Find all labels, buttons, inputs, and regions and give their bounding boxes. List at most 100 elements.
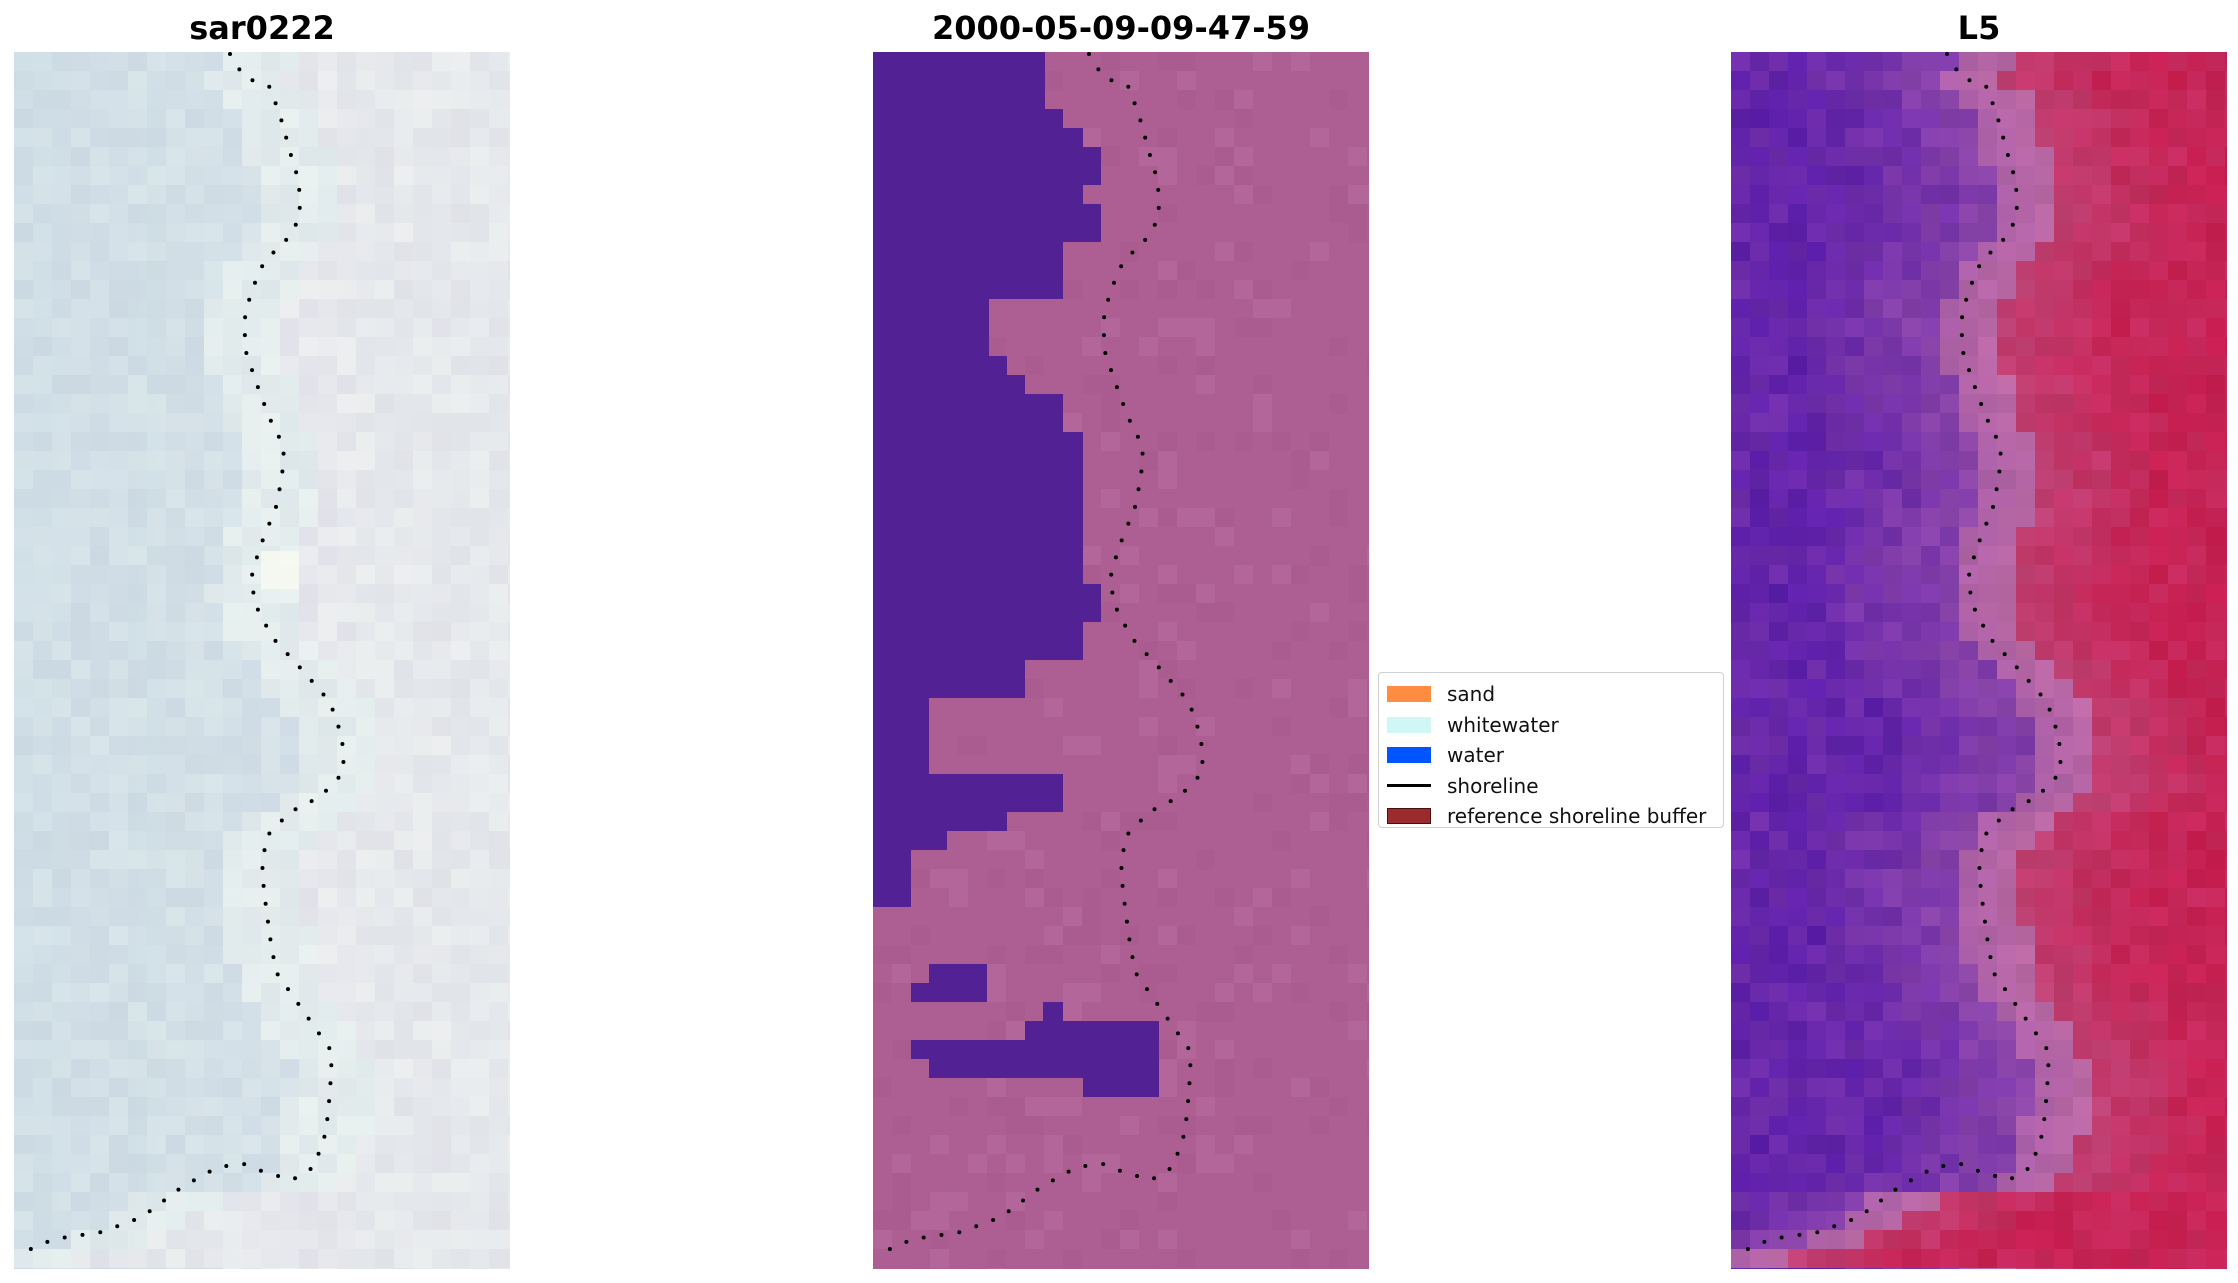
shoreline-dot (1864, 1209, 1869, 1214)
shoreline-dot (293, 1176, 298, 1181)
legend: sand whitewater water shoreline referenc… (1378, 672, 1724, 828)
shoreline-dot (1096, 67, 1101, 72)
shoreline-dot (1967, 368, 1972, 373)
shoreline-dot (267, 831, 272, 836)
shoreline-dot (276, 1174, 281, 1179)
shoreline-dot (1109, 368, 1114, 373)
index-image-panel (1731, 52, 2227, 1269)
shoreline-dot (1153, 170, 1158, 175)
shoreline-dot (277, 487, 282, 492)
legend-item-reference-buffer: reference shoreline buffer (1387, 801, 1715, 832)
shoreline-dot (1975, 1168, 1980, 1173)
shoreline-dot (1985, 937, 1990, 942)
shoreline-dot (1968, 590, 1973, 595)
shoreline-dot (228, 52, 232, 56)
shoreline-dot (1893, 1187, 1898, 1192)
shoreline-dot (1122, 901, 1127, 906)
shoreline-dot (1972, 385, 1977, 390)
shoreline-dot (1988, 250, 1993, 255)
shoreline-dot (1879, 1198, 1884, 1203)
shoreline-dot (1189, 707, 1194, 712)
shoreline-dot (1135, 434, 1140, 439)
shoreline-dot (237, 67, 242, 72)
shoreline-dot (340, 742, 345, 747)
water-swatch (1387, 747, 1431, 764)
shoreline-dot (1941, 1164, 1946, 1169)
shoreline-dot (261, 883, 266, 888)
shoreline-dot (267, 521, 272, 526)
shoreline-dot (1972, 607, 1977, 612)
shoreline-dot (263, 901, 268, 906)
shoreline-dot (1168, 678, 1173, 683)
shoreline-dot (1165, 1016, 1170, 1021)
shoreline-dot (1184, 1117, 1189, 1122)
shoreline-dot (224, 1164, 229, 1169)
shoreline-dot (974, 1224, 979, 1229)
shoreline-dot (1127, 937, 1132, 942)
shoreline-dot (1195, 775, 1200, 780)
shoreline-dot (252, 280, 257, 285)
shoreline-dot (1996, 118, 2001, 123)
shoreline-dot (1797, 1232, 1802, 1237)
shoreline-dot (1127, 418, 1132, 423)
shoreline-dot (1971, 555, 1976, 560)
shoreline-dot (80, 1232, 85, 1237)
shoreline-dot (1138, 818, 1143, 823)
shoreline-dot (1021, 1198, 1026, 1203)
shoreline-dot (268, 418, 273, 423)
shoreline-dot (2042, 1117, 2047, 1122)
shoreline-dot (293, 807, 298, 812)
shoreline-dot (1132, 638, 1137, 643)
shoreline-dot (1815, 1230, 1820, 1235)
shoreline-dot (1132, 101, 1137, 106)
shoreline-dot (1984, 521, 1989, 526)
shoreline-dot (2010, 222, 2015, 227)
shoreline-dot (265, 919, 270, 924)
shoreline-dot (1113, 555, 1118, 560)
shoreline-dot (1050, 1178, 1055, 1183)
shoreline-dot (1978, 883, 1983, 888)
shoreline-dot (1168, 799, 1173, 804)
shoreline-dot (2040, 788, 2045, 793)
shoreline-dot (1124, 919, 1129, 924)
shoreline-dot (1134, 972, 1139, 977)
shoreline-dot (1139, 469, 1144, 474)
shoreline-dot (98, 1230, 103, 1235)
shoreline-dot (327, 1046, 332, 1051)
shoreline-dot (1156, 665, 1161, 670)
shoreline-dot (2026, 678, 2031, 683)
shoreline-dot (325, 1117, 330, 1122)
shoreline-dot (132, 1217, 137, 1222)
shoreline-dot (1180, 692, 1185, 697)
shoreline-dot (1152, 1176, 1157, 1181)
shoreline-dot (2010, 807, 2015, 812)
shoreline-dot (2002, 652, 2007, 657)
shoreline-dot (1959, 333, 1964, 338)
shoreline-dot (1111, 280, 1116, 285)
shoreline-dot (262, 848, 267, 853)
shoreline-dot (250, 572, 255, 577)
shoreline-dot (1147, 153, 1152, 158)
shoreline-dot (1960, 315, 1965, 320)
shoreline-dot (1849, 1217, 1854, 1222)
shoreline-dot (1121, 401, 1126, 406)
shoreline-dot (321, 692, 326, 697)
shoreline-dot (1991, 504, 1996, 509)
shoreline-dot (887, 1247, 892, 1252)
shoreline-dot (1186, 1046, 1191, 1051)
shoreline-dot (1175, 1031, 1180, 1036)
shoreline-dot (1126, 831, 1131, 836)
shoreline-dot (268, 937, 273, 942)
classified-image-panel (873, 52, 1369, 1269)
shoreline-dot (2002, 987, 2007, 992)
shoreline-dot (1984, 831, 1989, 836)
shoreline-dot (280, 469, 285, 474)
shoreline-dot (308, 1167, 313, 1172)
shoreline-dot (284, 237, 289, 242)
shoreline-dot (2039, 1134, 2044, 1139)
shoreline-dot (1199, 742, 1204, 747)
shoreline-dot (293, 222, 298, 227)
shoreline-dot (1969, 280, 1974, 285)
shoreline-dot (316, 1151, 321, 1156)
shoreline-dot (904, 1239, 909, 1244)
